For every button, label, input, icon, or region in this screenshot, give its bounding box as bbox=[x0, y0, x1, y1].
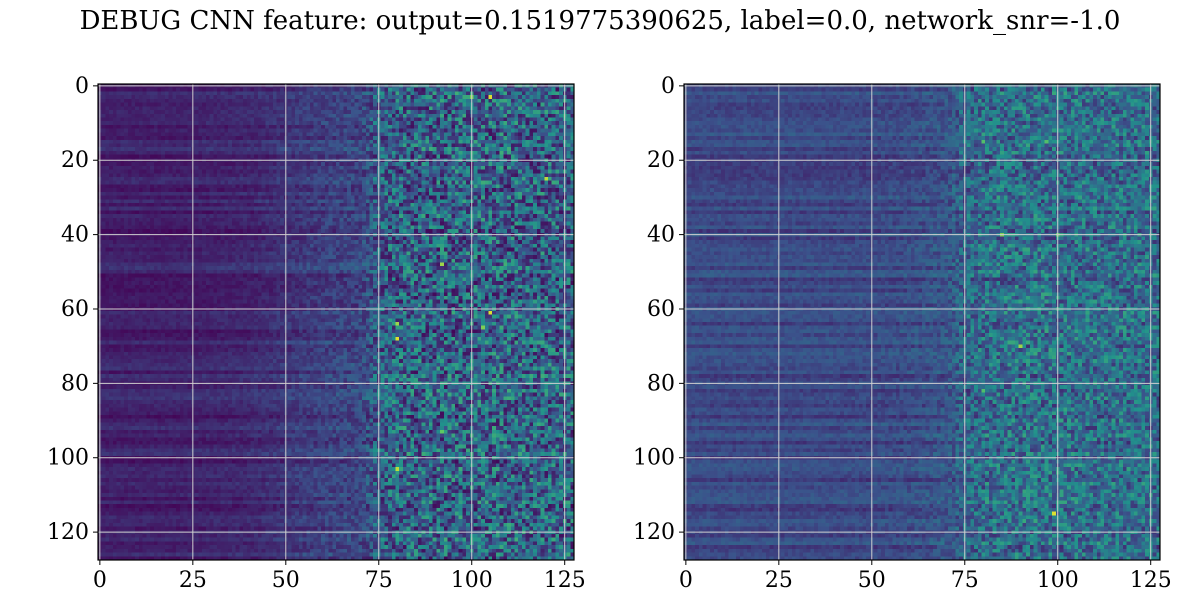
y-tick-label: 0 bbox=[661, 74, 675, 99]
figure-title: DEBUG CNN feature: output=0.151977539062… bbox=[79, 6, 1121, 36]
x-tick-label: 75 bbox=[951, 568, 979, 593]
x-tick-label: 75 bbox=[365, 568, 393, 593]
y-tick-label: 40 bbox=[61, 223, 89, 248]
x-tick-label: 100 bbox=[451, 568, 493, 593]
x-tick-label: 0 bbox=[93, 568, 107, 593]
right-heatmap-axes: 0 25 50 75 100 125 0 20 40 60 80 100 120 bbox=[633, 74, 1172, 593]
heatmap-image bbox=[684, 84, 1160, 560]
y-tick-label: 60 bbox=[61, 297, 89, 322]
y-tick-label: 20 bbox=[647, 148, 675, 173]
y-tick-label: 60 bbox=[647, 297, 675, 322]
y-tick-label: 40 bbox=[647, 223, 675, 248]
x-tick-label: 25 bbox=[765, 568, 793, 593]
axes-frame bbox=[683, 83, 1161, 561]
y-tick-label: 80 bbox=[647, 371, 675, 396]
x-tick-label: 50 bbox=[272, 568, 300, 593]
y-tick-label: 120 bbox=[47, 520, 89, 545]
x-tick-label: 0 bbox=[679, 568, 693, 593]
x-tick-label: 50 bbox=[858, 568, 886, 593]
axes-frame bbox=[97, 83, 575, 561]
left-heatmap-axes: 0 25 50 75 100 125 0 20 40 60 80 100 120 bbox=[47, 74, 586, 593]
y-tick-label: 100 bbox=[47, 446, 89, 471]
y-tick-label: 100 bbox=[633, 446, 675, 471]
x-tick-label: 125 bbox=[1130, 568, 1172, 593]
y-tick-label: 80 bbox=[61, 371, 89, 396]
x-tick-label: 125 bbox=[544, 568, 586, 593]
x-tick-label: 25 bbox=[179, 568, 207, 593]
y-tick-label: 120 bbox=[633, 520, 675, 545]
y-tick-label: 20 bbox=[61, 148, 89, 173]
y-tick-label: 0 bbox=[75, 74, 89, 99]
heatmap-image bbox=[98, 84, 574, 560]
x-tick-label: 100 bbox=[1037, 568, 1079, 593]
